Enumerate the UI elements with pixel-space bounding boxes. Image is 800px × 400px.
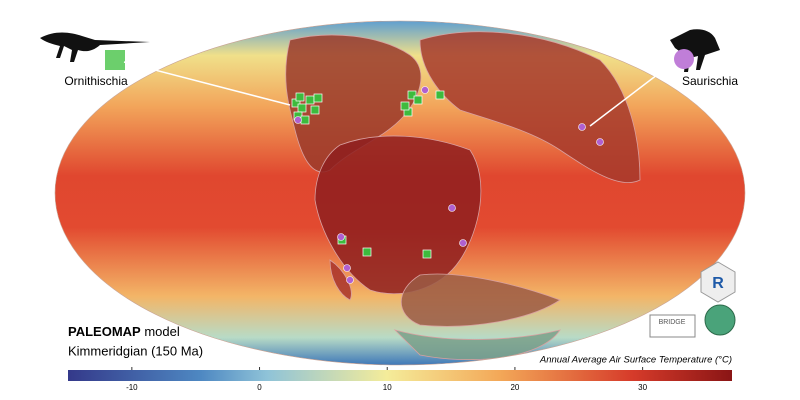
colorbar-tick-label: -10 (126, 383, 138, 392)
ornithischia-label: Ornithischia (64, 74, 128, 88)
colorbar-tick-label: 0 (257, 383, 262, 392)
colorbar-scale (68, 370, 732, 381)
saurischia-swatch (674, 49, 694, 69)
colorbar-tick-label: 20 (510, 383, 519, 392)
ornithischia-occurrence (297, 103, 307, 113)
globe (55, 21, 745, 365)
ornithischia-occurrence (407, 90, 417, 100)
colorbar: -10 0 10 20 30 (68, 367, 732, 392)
ornithischia-occurrence (400, 101, 410, 111)
ornithischia-occurrence (310, 105, 320, 115)
ornithischia-swatch (105, 50, 125, 70)
saurischia-occurrence (421, 86, 429, 94)
ornithischia-occurrence (295, 92, 305, 102)
ornithischia-occurrence (313, 93, 323, 103)
model-name: PALEOMAP (68, 324, 141, 339)
colorbar-tick-label: 30 (638, 383, 647, 392)
model-label: PALEOMAP model (68, 324, 180, 339)
bridge-logo: BRIDGE (659, 319, 686, 326)
ornithischia-occurrence (413, 95, 423, 105)
saurischia-occurrence (294, 116, 302, 124)
saurischia-occurrence (337, 233, 345, 241)
saurischia-occurrence (596, 138, 604, 146)
stage-label: Kimmeridgian (150 Ma) (68, 343, 203, 358)
ornithischia-occurrence (300, 115, 310, 125)
saurischia-occurrence (578, 123, 586, 131)
logos: R BRIDGE (649, 261, 736, 338)
saurischia-occurrence (346, 276, 354, 284)
ornithischia-silhouette (40, 32, 150, 62)
ornithischia-occurrence (422, 249, 432, 259)
model-suffix: model (144, 324, 180, 339)
saurischia-label: Saurischia (682, 74, 738, 88)
ornithischia-occurrence (362, 247, 372, 257)
ornithischia-occurrence (435, 90, 445, 100)
colorbar-title: Annual Average Air Surface Temperature (… (539, 355, 732, 366)
r-logo: R (712, 275, 724, 292)
occurrences (291, 86, 604, 284)
saurischia-occurrence (459, 239, 467, 247)
saurischia-arrow (589, 61, 675, 127)
saurischia-silhouette (670, 29, 720, 72)
globe-outline (54, 20, 746, 366)
ornithischia-arrow (123, 61, 291, 106)
saurischia-occurrence (343, 264, 351, 272)
ornithischia-occurrence (305, 95, 315, 105)
saurischia-occurrence (448, 204, 456, 212)
continents (285, 31, 641, 361)
colorbar-tick-label: 10 (383, 383, 392, 392)
